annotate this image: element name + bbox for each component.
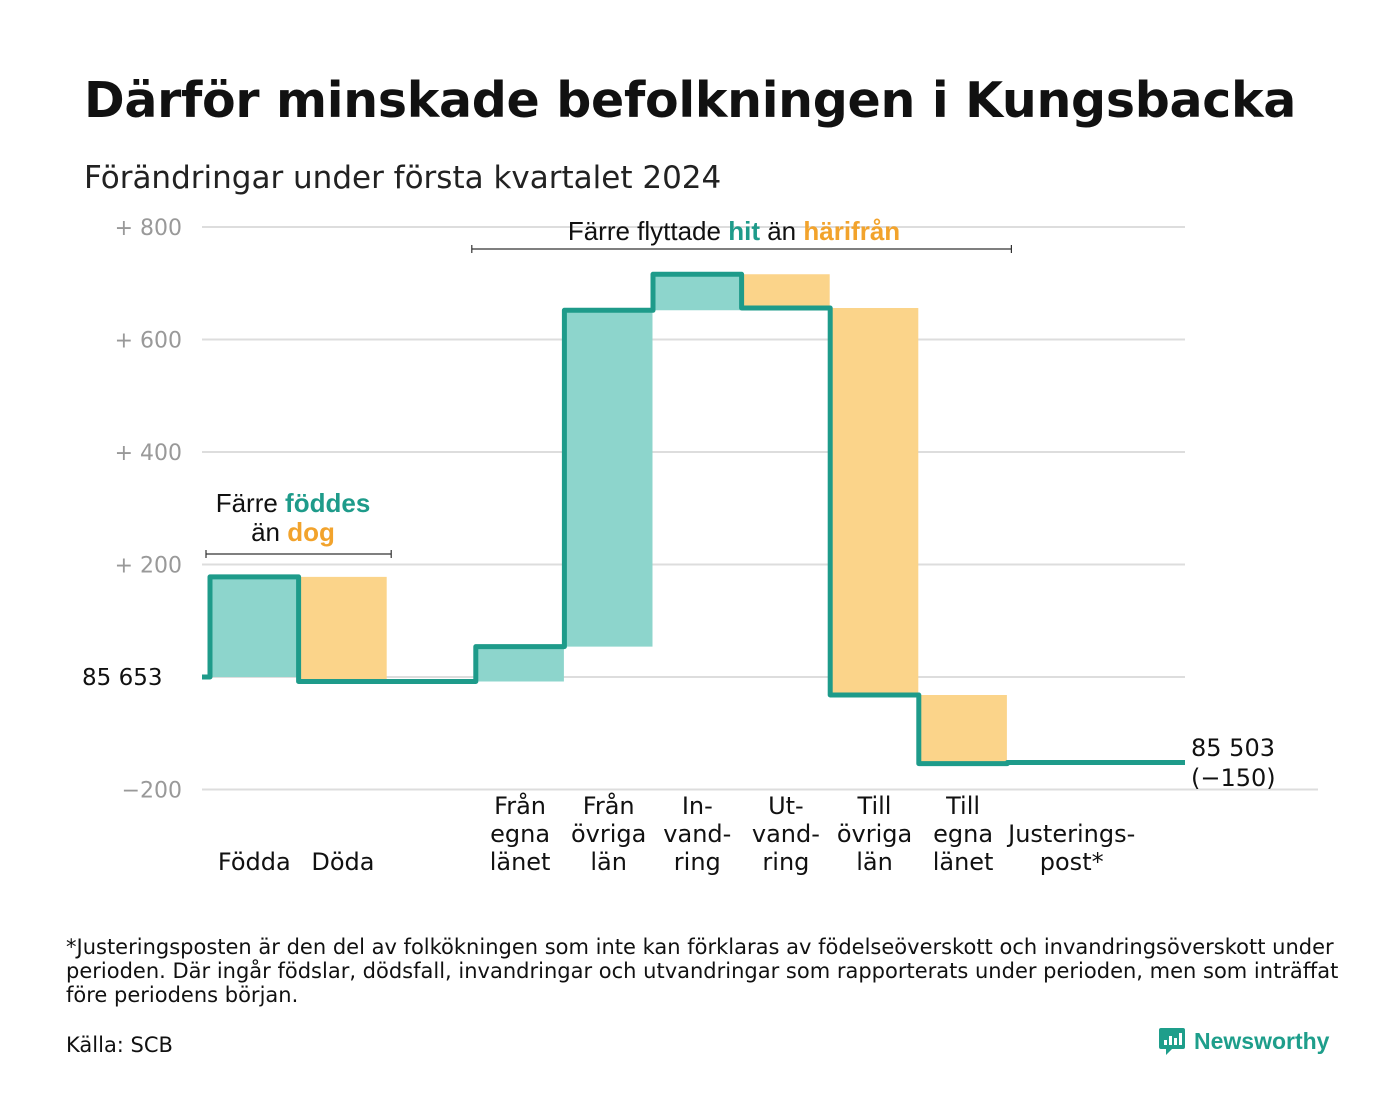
category-label: vand- — [752, 820, 820, 848]
y-tick-label: + 800 — [115, 216, 182, 241]
bar-decrease — [298, 576, 387, 682]
category-label: ring — [674, 848, 721, 876]
category-label: länet — [933, 848, 994, 876]
bar-decrease — [918, 695, 1007, 764]
bar-decrease — [741, 274, 830, 308]
bar-increase — [564, 310, 653, 647]
footnote: *Justeringsposten är den del av folkökni… — [66, 935, 1339, 1007]
bar-decrease — [830, 308, 919, 695]
annotation-segment: Färre flyttade — [568, 216, 721, 246]
y-tick-label: + 200 — [115, 554, 182, 579]
annotation-segment: dog — [280, 517, 335, 547]
annotation-segment: föddes — [278, 488, 370, 518]
category-label: län — [856, 848, 893, 876]
category-label: In- — [682, 792, 713, 820]
bar-increase — [475, 646, 564, 682]
y-tick-label: + 400 — [115, 441, 182, 466]
category-label: Justerings- — [1006, 820, 1135, 848]
start-value-label: 85 653 — [82, 665, 162, 691]
brand-name: Newsworthy — [1194, 1027, 1330, 1054]
y-tick-label: + 600 — [115, 329, 182, 354]
category-label: vand- — [663, 820, 731, 848]
annotation-segment: härifrån — [796, 216, 900, 246]
category-label: egna — [933, 820, 993, 848]
annotation-segment: än — [251, 517, 280, 547]
end-value-label: (−150) — [1191, 764, 1276, 792]
annotation-segment: hit — [721, 216, 760, 246]
waterfall-chart: + 800 + 600 + 400 + 200 −200 85 653 Födda Döda F… — [82, 216, 1318, 876]
bar-increase — [653, 274, 742, 311]
end-value-label: 85 503 — [1191, 734, 1275, 762]
category-label: Döda — [311, 848, 374, 876]
category-label: Till — [857, 792, 892, 820]
category-label: övriga — [571, 820, 646, 848]
annotation-text: Färre föddes — [216, 488, 371, 518]
category-label: Till — [945, 792, 980, 820]
category-label: egna — [490, 820, 550, 848]
category-label: Ut- — [768, 792, 804, 820]
bar-increase — [210, 576, 299, 677]
category-label: län — [590, 848, 627, 876]
cumulative-step-line — [202, 271, 1185, 767]
annotation-segment: än — [760, 216, 796, 246]
source-label: Källa: SCB — [66, 1033, 173, 1057]
category-label: länet — [490, 848, 551, 876]
category-label: Från — [583, 791, 635, 820]
category-label: post* — [1040, 848, 1104, 876]
annotation-segment: Färre — [216, 488, 278, 518]
newsworthy-chart-bubble-icon — [1159, 1028, 1185, 1055]
annotation-text: än dog — [251, 517, 335, 547]
category-label: ring — [762, 848, 809, 876]
brand-logo: Newsworthy — [1158, 1026, 1329, 1056]
category-label: Från — [494, 791, 546, 820]
category-label: övriga — [837, 820, 912, 848]
category-label: Födda — [218, 848, 291, 876]
chart-title: Därför minskade befolkningen i Kungsback… — [84, 72, 1297, 129]
annotation-text: Färre flyttade hit än härifrån — [568, 216, 900, 246]
y-tick-label: −200 — [122, 779, 182, 804]
chart-subtitle: Förändringar under första kvartalet 2024 — [84, 160, 722, 196]
